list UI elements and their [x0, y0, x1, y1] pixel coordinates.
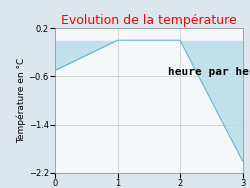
- Text: heure par heure: heure par heure: [168, 67, 250, 77]
- Title: Evolution de la température: Evolution de la température: [61, 14, 236, 27]
- Y-axis label: Température en °C: Température en °C: [16, 58, 26, 143]
